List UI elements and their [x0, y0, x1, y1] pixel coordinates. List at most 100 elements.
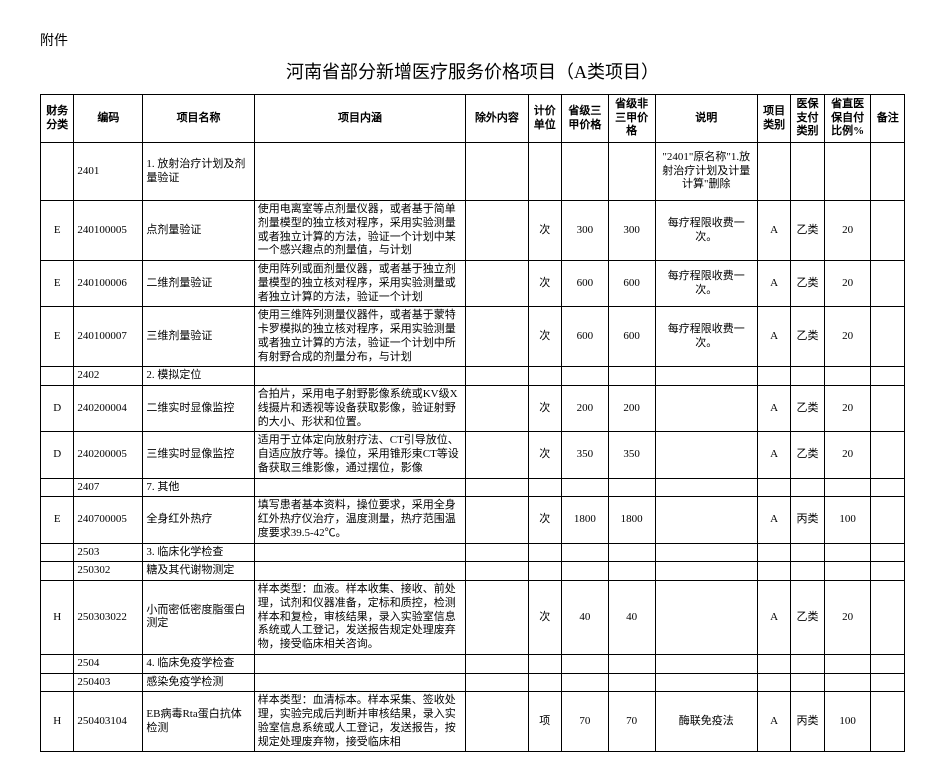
- table-cell: [562, 673, 609, 692]
- col-header: 财务分类: [41, 95, 74, 143]
- table-row: 24022. 模拟定位: [41, 367, 905, 386]
- table-cell: [791, 367, 824, 386]
- table-cell: 次: [528, 432, 561, 478]
- table-row: H250403104EB病毒Rta蛋白抗体检测样本类型：血清标本。样本采集、签收…: [41, 692, 905, 752]
- table-cell: 600: [608, 261, 655, 307]
- table-cell: [824, 543, 871, 562]
- table-cell: [528, 543, 561, 562]
- table-cell: [791, 654, 824, 673]
- table-cell: 20: [824, 581, 871, 655]
- table-cell: A: [757, 692, 790, 752]
- table-cell: 240200004: [74, 386, 143, 432]
- table-cell: 240100007: [74, 307, 143, 367]
- table-cell: [757, 367, 790, 386]
- table-cell: [466, 673, 528, 692]
- table-cell: [608, 367, 655, 386]
- table-cell: 300: [562, 201, 609, 261]
- table-cell: 100: [824, 497, 871, 543]
- table-cell: [871, 261, 905, 307]
- table-cell: 项: [528, 692, 561, 752]
- table-cell: [528, 654, 561, 673]
- table-cell: E: [41, 307, 74, 367]
- table-row: D240200005三维实时显像监控适用于立体定向放射疗法、CT引导放位、自适应…: [41, 432, 905, 478]
- table-cell: 丙类: [791, 497, 824, 543]
- table-cell: [871, 497, 905, 543]
- table-cell: 250303022: [74, 581, 143, 655]
- table-cell: 填写患者基本资料，操位要求，采用全身红外热疗仪治疗，温度测量，热疗范围温度要求3…: [254, 497, 466, 543]
- table-cell: 样本类型：血清标本。样本采集、签收处理，实验完成后判断并审核结果，录入实验室信息…: [254, 692, 466, 752]
- table-cell: [608, 673, 655, 692]
- table-cell: D: [41, 386, 74, 432]
- table-cell: [655, 367, 757, 386]
- table-cell: 使用三维阵列测量仪器件，或者基于蒙特卡罗模拟的独立核对程序，采用实验测量或者独立…: [254, 307, 466, 367]
- table-cell: E: [41, 201, 74, 261]
- table-cell: [655, 497, 757, 543]
- table-cell: [528, 673, 561, 692]
- table-cell: 2402: [74, 367, 143, 386]
- table-cell: [528, 562, 561, 581]
- table-body: 24011. 放射治疗计划及剂量验证"2401"原名称"1.放射治疗计划及计量计…: [41, 143, 905, 752]
- table-cell: 20: [824, 307, 871, 367]
- table-cell: [466, 478, 528, 497]
- table-cell: 20: [824, 432, 871, 478]
- table-cell: 次: [528, 261, 561, 307]
- table-cell: [466, 143, 528, 201]
- table-cell: [655, 673, 757, 692]
- table-cell: EB病毒Rta蛋白抗体检测: [143, 692, 254, 752]
- col-header: 省级三甲价格: [562, 95, 609, 143]
- table-cell: 糖及其代谢物测定: [143, 562, 254, 581]
- table-cell: 适用于立体定向放射疗法、CT引导放位、自适应放疗等。操位，采用锥形束CT等设备获…: [254, 432, 466, 478]
- table-cell: [655, 654, 757, 673]
- table-cell: 感染免疫学检测: [143, 673, 254, 692]
- table-cell: [791, 562, 824, 581]
- table-cell: A: [757, 432, 790, 478]
- table-cell: [41, 367, 74, 386]
- table-cell: [254, 543, 466, 562]
- table-cell: [254, 143, 466, 201]
- table-cell: 40: [562, 581, 609, 655]
- table-cell: 酶联免疫法: [655, 692, 757, 752]
- table-cell: 乙类: [791, 581, 824, 655]
- col-header: 计价单位: [528, 95, 561, 143]
- table-cell: [757, 478, 790, 497]
- page-title: 河南省部分新增医疗服务价格项目（A类项目）: [40, 58, 905, 84]
- table-cell: [871, 692, 905, 752]
- table-cell: [41, 543, 74, 562]
- table-cell: [791, 143, 824, 201]
- table-cell: [41, 673, 74, 692]
- table-cell: 70: [562, 692, 609, 752]
- table-cell: [655, 432, 757, 478]
- table-cell: 二维剂量验证: [143, 261, 254, 307]
- col-header: 除外内容: [466, 95, 528, 143]
- table-cell: 每疗程限收费一次。: [655, 261, 757, 307]
- table-cell: [824, 562, 871, 581]
- table-cell: 250403: [74, 673, 143, 692]
- table-cell: 4. 临床免疫学检查: [143, 654, 254, 673]
- table-cell: 三维剂量验证: [143, 307, 254, 367]
- table-cell: [791, 478, 824, 497]
- table-cell: [562, 367, 609, 386]
- table-cell: 3. 临床化学检查: [143, 543, 254, 562]
- table-row: 25044. 临床免疫学检查: [41, 654, 905, 673]
- col-header: 省直医保自付比例%: [824, 95, 871, 143]
- col-header: 项目内涵: [254, 95, 466, 143]
- col-header: 项目类别: [757, 95, 790, 143]
- table-cell: 使用阵列或面剂量仪器，或者基于独立剂量模型的独立核对程序，采用实验测量或者独立计…: [254, 261, 466, 307]
- table-cell: [871, 654, 905, 673]
- table-cell: 1. 放射治疗计划及剂量验证: [143, 143, 254, 201]
- table-row: E240100007三维剂量验证使用三维阵列测量仪器件，或者基于蒙特卡罗模拟的独…: [41, 307, 905, 367]
- table-cell: 次: [528, 386, 561, 432]
- table-cell: 乙类: [791, 307, 824, 367]
- table-cell: 乙类: [791, 261, 824, 307]
- table-cell: [608, 478, 655, 497]
- table-cell: 小而密低密度脂蛋白测定: [143, 581, 254, 655]
- table-cell: 2407: [74, 478, 143, 497]
- table-cell: 三维实时显像监控: [143, 432, 254, 478]
- table-cell: 240200005: [74, 432, 143, 478]
- table-row: 24077. 其他: [41, 478, 905, 497]
- table-cell: 次: [528, 201, 561, 261]
- table-cell: 点剂量验证: [143, 201, 254, 261]
- table-row: E240700005全身红外热疗填写患者基本资料，操位要求，采用全身红外热疗仪治…: [41, 497, 905, 543]
- table-cell: 250403104: [74, 692, 143, 752]
- table-cell: [655, 562, 757, 581]
